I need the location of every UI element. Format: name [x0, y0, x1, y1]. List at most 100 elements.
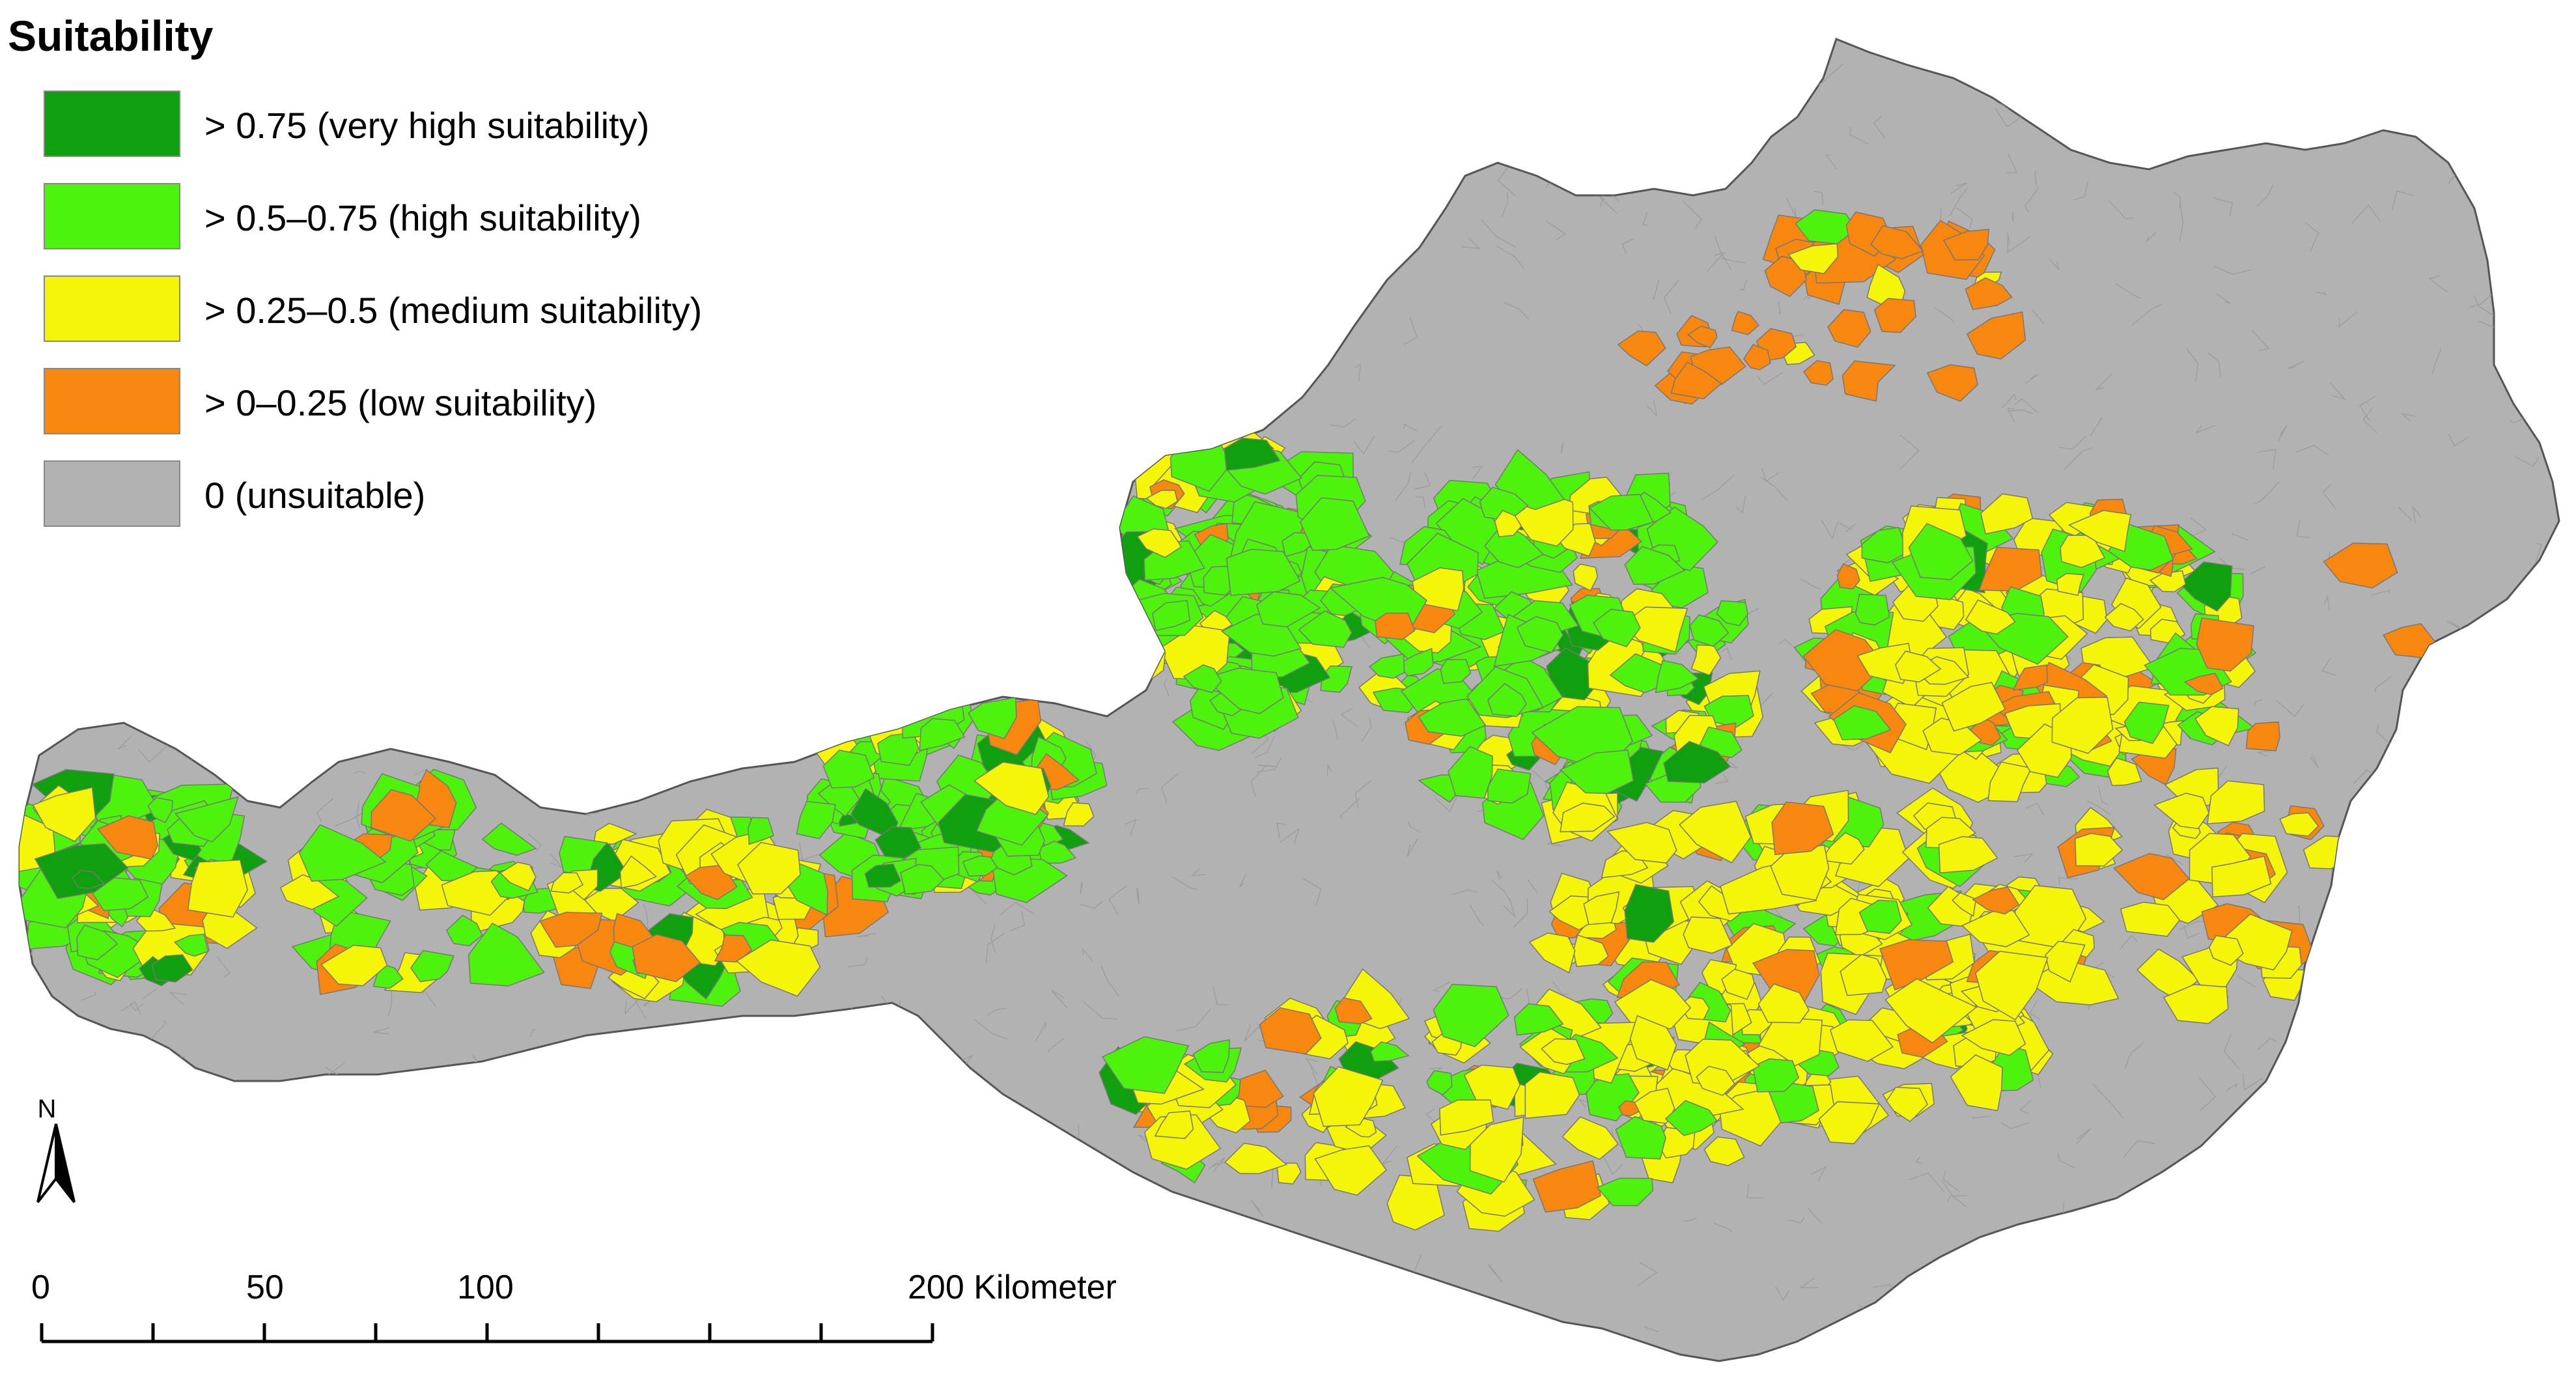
municipality-boundary — [693, 549, 726, 565]
north-arrow: N — [36, 1095, 76, 1203]
municipality-patch — [1609, 653, 1672, 694]
municipality-boundary — [1051, 990, 1068, 1009]
municipality-patch — [1606, 822, 1677, 864]
municipality-boundary — [460, 1306, 476, 1325]
municipality-boundary — [626, 651, 641, 681]
municipality-patch — [1370, 1041, 1410, 1062]
municipality-boundary — [1252, 370, 1276, 378]
municipality-boundary — [269, 707, 287, 724]
municipality-boundary — [971, 414, 989, 432]
municipality-boundary — [1218, 212, 1225, 230]
municipality-boundary — [1873, 115, 1886, 139]
municipality-boundary — [1746, 1184, 1764, 1199]
municipality-boundary — [573, 736, 591, 744]
municipality-boundary — [1254, 736, 1276, 759]
municipality-patch — [1938, 835, 1998, 874]
municipality-patch — [1683, 916, 1733, 954]
municipality-boundary — [668, 216, 683, 236]
municipality-patch — [1802, 628, 1886, 692]
municipality-boundary — [2412, 112, 2432, 119]
municipality-boundary — [1714, 235, 1732, 271]
municipality-patch — [1803, 359, 1834, 386]
municipality-boundary — [242, 1101, 259, 1134]
legend-swatch-unsuitable — [44, 460, 180, 527]
municipality-patch — [1624, 884, 1675, 943]
municipality-boundary — [843, 142, 863, 158]
municipality-boundary — [1691, 82, 1705, 87]
municipality-boundary — [2034, 171, 2037, 187]
municipality-boundary — [2508, 274, 2519, 283]
municipality-boundary — [647, 1082, 670, 1119]
municipality-boundary — [2299, 1248, 2312, 1265]
municipality-boundary — [191, 740, 201, 761]
municipality-patch — [445, 914, 483, 947]
municipality-boundary — [1956, 207, 1973, 229]
municipality-boundary — [1198, 1255, 1226, 1258]
municipality-boundary — [1279, 828, 1300, 845]
municipality-boundary — [1121, 86, 1138, 92]
municipality-boundary — [1189, 143, 1208, 166]
municipality-boundary — [764, 272, 798, 294]
municipality-boundary — [776, 150, 798, 160]
municipality-patch — [1840, 953, 1887, 996]
municipality-patch — [1154, 1110, 1194, 1140]
municipality-boundary — [2257, 1037, 2277, 1050]
municipality-boundary — [317, 49, 333, 63]
municipality-boundary — [2429, 826, 2449, 834]
municipality-boundary — [1707, 251, 1726, 272]
municipality-boundary — [1176, 1009, 1211, 1032]
municipality-boundary — [219, 1202, 245, 1211]
municipality-boundary — [1941, 1179, 1967, 1207]
municipality-boundary — [2224, 1033, 2241, 1071]
municipality-patch — [1108, 637, 1154, 667]
municipality-boundary — [2190, 517, 2207, 537]
municipality-boundary — [681, 70, 697, 90]
municipality-boundary — [839, 640, 851, 660]
municipality-boundary — [1031, 197, 1044, 217]
municipality-boundary — [2508, 415, 2528, 424]
municipality-boundary — [464, 147, 482, 174]
municipality-boundary — [982, 252, 987, 282]
municipality-patch — [1136, 528, 1183, 558]
municipality-boundary — [974, 1019, 1008, 1040]
municipality-boundary — [488, 465, 505, 483]
municipality-boundary — [1491, 879, 1511, 901]
north-arrow-left-half-icon — [36, 1123, 57, 1203]
municipality-patch — [1833, 705, 1892, 740]
municipality-patch — [1561, 1116, 1619, 1160]
municipality-boundary — [1715, 774, 1729, 784]
municipality-boundary — [1074, 302, 1093, 317]
municipality-boundary — [785, 371, 802, 388]
municipality-boundary — [774, 681, 783, 697]
municipality-patch — [2245, 721, 2280, 751]
municipality-boundary — [585, 600, 615, 617]
municipality-boundary — [40, 1010, 60, 1038]
municipality-boundary — [2505, 1129, 2538, 1136]
municipality-boundary — [1811, 1166, 1827, 1181]
municipality-boundary — [1603, 1156, 1623, 1175]
legend-swatch-very-high — [44, 91, 180, 157]
municipality-boundary — [2369, 811, 2392, 826]
municipality-boundary — [1305, 1058, 1319, 1075]
municipality-patch — [864, 864, 902, 888]
municipality-patch — [1820, 832, 1865, 865]
municipality-patch — [1516, 615, 1564, 653]
municipality-patch — [72, 869, 105, 890]
municipality-boundary — [974, 348, 996, 375]
municipality-boundary — [2361, 39, 2375, 51]
municipality-boundary — [1135, 787, 1149, 794]
municipality-boundary — [2356, 839, 2370, 859]
municipality-boundary — [1077, 666, 1091, 675]
municipality-boundary — [260, 242, 270, 254]
municipality-patch — [1299, 497, 1370, 551]
municipality-boundary — [1092, 213, 1112, 242]
municipality-boundary — [660, 49, 673, 81]
municipality-boundary — [1341, 127, 1355, 147]
municipality-boundary — [754, 458, 763, 469]
municipality-patch — [2183, 673, 2224, 695]
municipality-boundary — [2220, 1138, 2245, 1166]
municipality-boundary — [2428, 275, 2448, 293]
municipality-patch — [1541, 1038, 1586, 1065]
municipality-boundary — [1561, 442, 1564, 454]
municipality-boundary — [1082, 1001, 1119, 1020]
